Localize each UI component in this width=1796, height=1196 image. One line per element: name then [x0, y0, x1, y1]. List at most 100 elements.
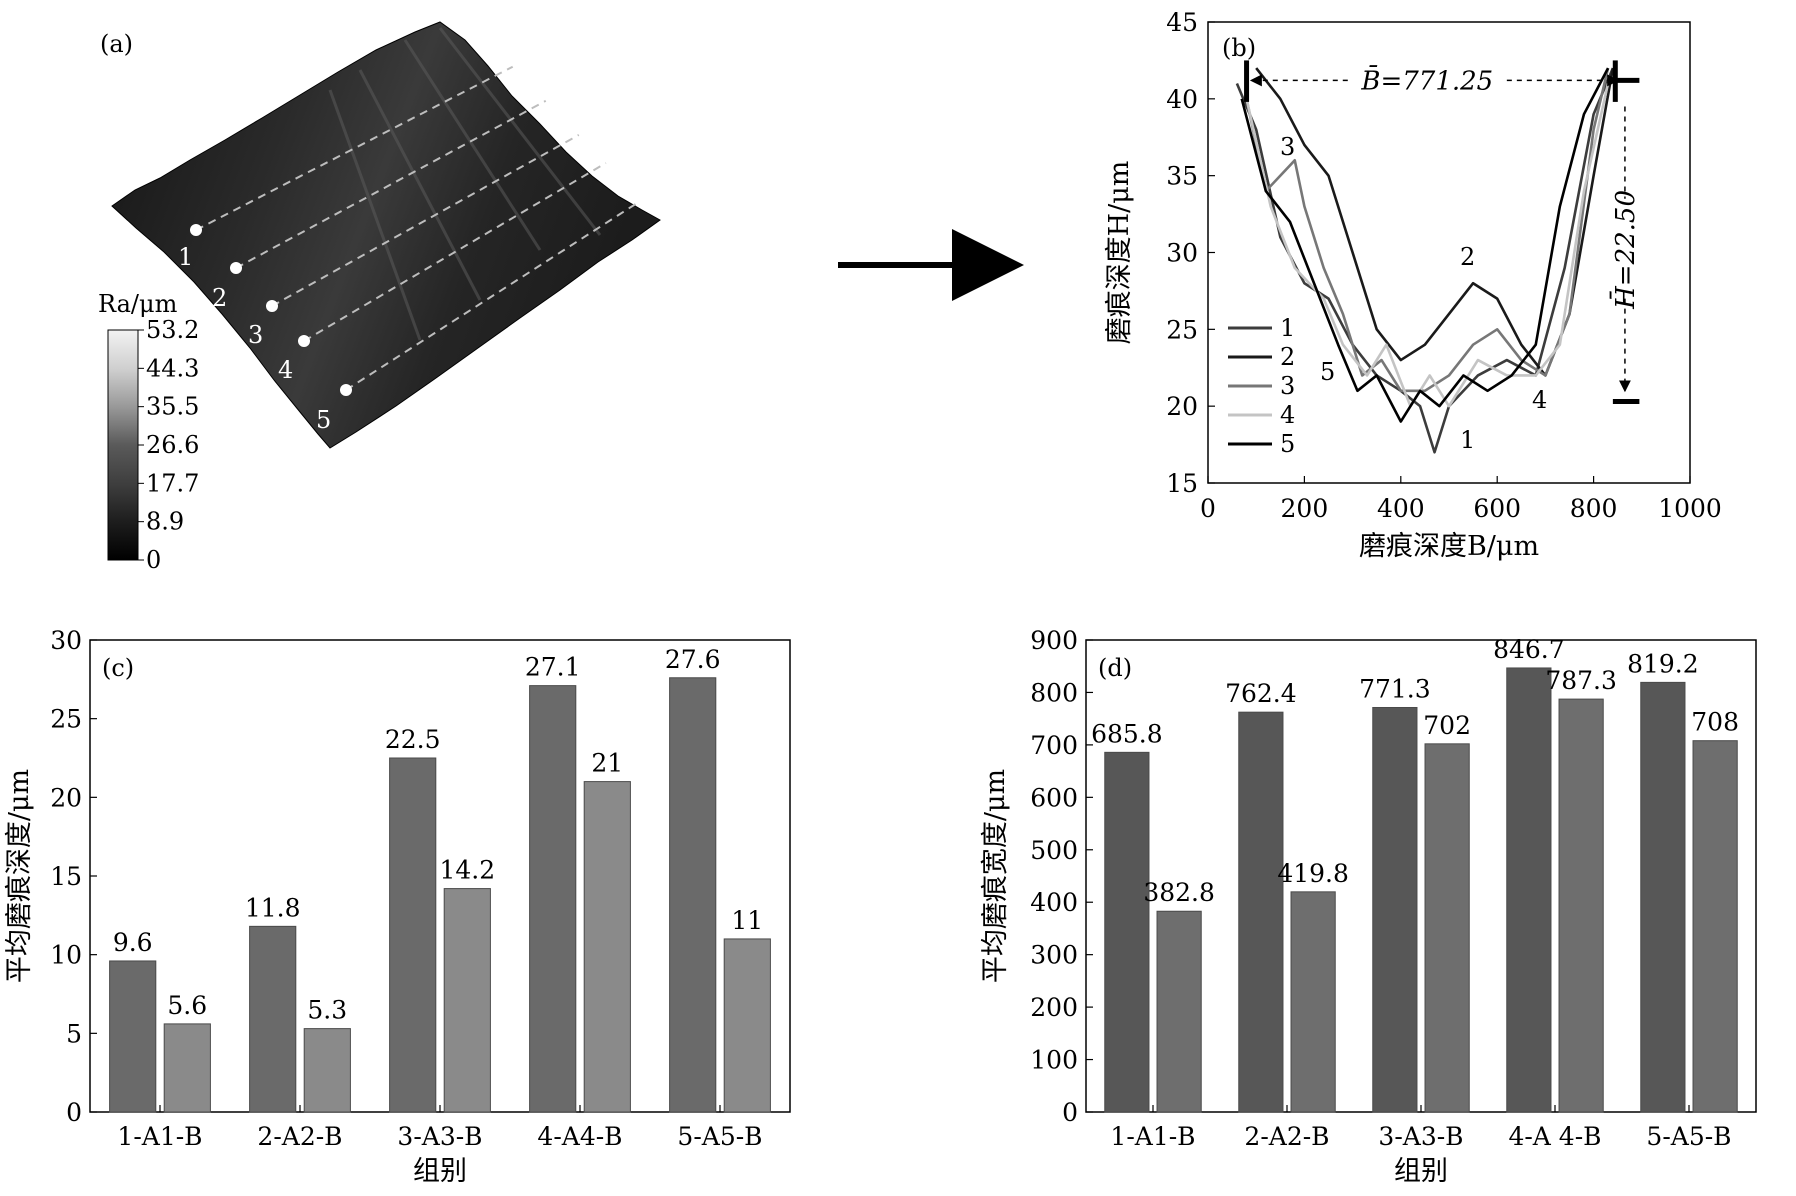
panel-a-label: (a) — [100, 30, 133, 58]
series-label-1: 1 — [1460, 426, 1475, 454]
bar-value-label: 708 — [1691, 708, 1739, 737]
series-label-2: 2 — [1460, 243, 1475, 271]
panel-c: (c) 0 5 10 15 20 25 30 9.6 5.6 1-A1-B 11.8 5.3 2-A2-B… — [4, 626, 791, 1187]
bar-3-A — [389, 757, 437, 1113]
bar-3-A — [1372, 706, 1418, 1113]
bar-1-A — [1104, 751, 1150, 1113]
b-width-annotation: B̄=771.25 — [1360, 65, 1493, 97]
x-axis-label: 磨痕深度B/μm — [1359, 531, 1539, 562]
bar-4-A — [529, 685, 577, 1113]
bar-2-A — [249, 925, 297, 1113]
y-tick-label: 35 — [1166, 162, 1198, 191]
y-tick-label: 800 — [1030, 678, 1078, 707]
y-tick-label: 100 — [1030, 1046, 1078, 1075]
series-label-4: 4 — [1532, 386, 1547, 414]
bar-value-label: 27.1 — [525, 653, 581, 682]
legend-label-3: 3 — [1280, 372, 1295, 400]
bar-value-label: 685.8 — [1091, 719, 1163, 748]
x-tick-label: 0 — [1200, 494, 1216, 523]
bar-2-B — [1290, 891, 1336, 1113]
bar-value-label: 819.2 — [1627, 649, 1699, 678]
series-line-3 — [1245, 67, 1610, 393]
y-axis-label: 平均磨痕宽度/μm — [980, 769, 1011, 983]
bar-value-label: 419.8 — [1277, 859, 1349, 888]
y-tick-label: 0 — [66, 1098, 82, 1127]
y-axis-label: 平均磨痕深度/μm — [4, 769, 35, 983]
y-tick-label: 30 — [50, 626, 82, 655]
bar-value-label: 14.2 — [439, 856, 495, 885]
x-tick-label: 5-A5-B — [1646, 1122, 1731, 1151]
x-axis-label: 组别 — [1394, 1156, 1448, 1187]
bar-2-B — [303, 1028, 351, 1113]
surface-image — [111, 21, 661, 449]
series-label-3: 3 — [1280, 133, 1295, 161]
x-tick-label: 1-A1-B — [1110, 1122, 1195, 1151]
bar-value-label: 5.6 — [167, 991, 207, 1020]
bar-5-A — [669, 677, 717, 1113]
y-tick-label: 5 — [66, 1019, 82, 1048]
bar-value-label: 771.3 — [1359, 674, 1431, 703]
x-tick-label: 1-A1-B — [117, 1122, 202, 1151]
bar-value-label: 787.3 — [1545, 666, 1617, 695]
y-tick-label: 30 — [1166, 239, 1198, 268]
x-tick-label: 3-A3-B — [1378, 1122, 1463, 1151]
bar-4-B — [583, 781, 631, 1113]
track-points — [190, 58, 651, 396]
x-tick-label: 800 — [1570, 494, 1618, 523]
bar-5-A — [1640, 681, 1686, 1113]
x-tick-label: 600 — [1473, 494, 1521, 523]
x-tick-label: 4-A4-B — [537, 1122, 622, 1151]
legend-label-1: 1 — [1280, 314, 1295, 342]
panel-label-c: (c) — [102, 654, 134, 682]
x-tick-label: 200 — [1281, 494, 1329, 523]
x-tick-label: 5-A5-B — [677, 1122, 762, 1151]
bar-4-A — [1506, 667, 1552, 1113]
x-tick-label: 3-A3-B — [397, 1122, 482, 1151]
series-label-5: 5 — [1320, 358, 1335, 386]
bar-1-B — [1156, 910, 1202, 1113]
track-label: 5 — [316, 406, 331, 434]
panel-label-d: (d) — [1098, 654, 1132, 682]
y-tick-label: 400 — [1030, 888, 1078, 917]
colorbar-tick-label: 44.3 — [146, 354, 199, 382]
y-tick-label: 45 — [1166, 8, 1198, 37]
bar-2-A — [1238, 711, 1284, 1113]
bar-value-label: 846.7 — [1493, 635, 1565, 664]
y-tick-label: 25 — [1166, 315, 1198, 344]
y-tick-label: 15 — [50, 862, 82, 891]
y-tick-label: 0 — [1062, 1098, 1078, 1127]
track-label: 4 — [278, 356, 293, 384]
bar-3-B — [1424, 743, 1470, 1113]
y-tick-label: 25 — [50, 705, 82, 734]
colorbar-tick-label: 17.7 — [146, 469, 199, 497]
y-tick-label: 900 — [1030, 626, 1078, 655]
y-tick-label: 15 — [1166, 469, 1198, 498]
x-axis-label: 组别 — [413, 1156, 467, 1187]
y-axis-label: 磨痕深度H/μm — [1104, 161, 1135, 345]
bar-value-label: 702 — [1423, 711, 1471, 740]
bar-value-label: 27.6 — [665, 645, 721, 674]
y-tick-label: 700 — [1030, 731, 1078, 760]
colorbar-tick-label: 53.2 — [146, 316, 199, 344]
x-tick-label: 4-A 4-B — [1508, 1122, 1601, 1151]
y-tick-label: 40 — [1166, 85, 1198, 114]
panel-d: (d) 0 100 200 300 400 500 600 700 800 900 685.8 382.… — [980, 626, 1757, 1187]
panel-b-label: (b) — [1222, 34, 1256, 62]
legend-label-4: 4 — [1280, 401, 1295, 429]
y-tick-label: 200 — [1030, 993, 1078, 1022]
bar-5-B — [1692, 740, 1738, 1113]
x-tick-label: 2-A2-B — [257, 1122, 342, 1151]
colorbar-tick-label: 26.6 — [146, 431, 199, 459]
colorbar-tick-label: 0 — [146, 546, 161, 574]
x-tick-label: 400 — [1377, 494, 1425, 523]
bar-1-A — [109, 960, 157, 1113]
bar-4-B — [1558, 698, 1604, 1113]
bar-value-label: 5.3 — [307, 996, 347, 1025]
colorbar — [107, 329, 139, 561]
y-tick-label: 300 — [1030, 941, 1078, 970]
x-tick-label: 1000 — [1658, 494, 1722, 523]
bar-value-label: 9.6 — [113, 928, 153, 957]
bar-value-label: 11 — [731, 906, 763, 935]
